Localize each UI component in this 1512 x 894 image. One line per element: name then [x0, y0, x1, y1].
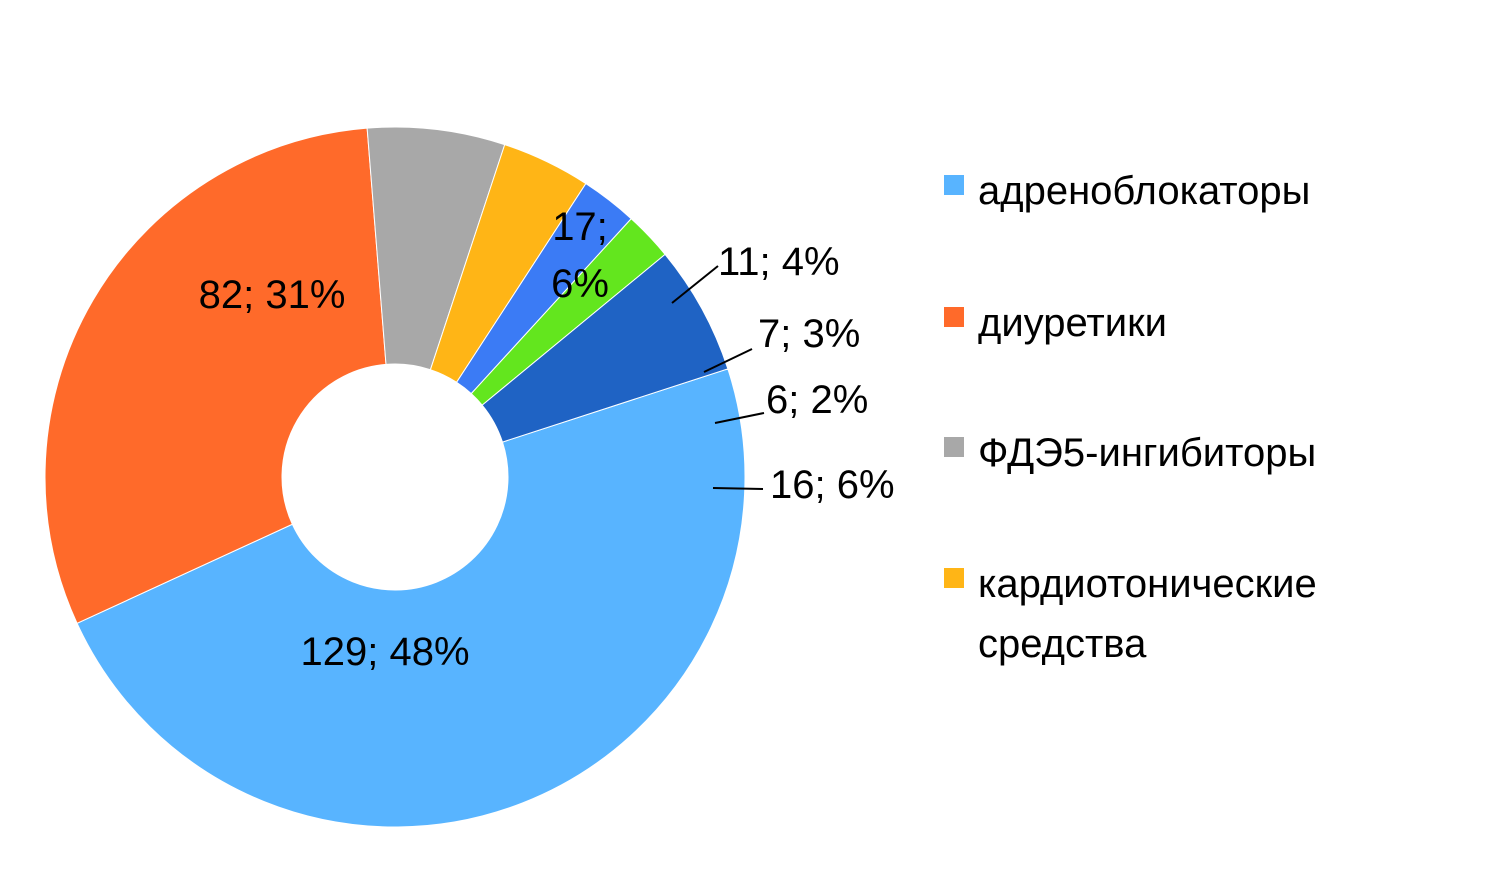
slice-7: [481, 253, 729, 443]
donut-slices: [44, 126, 746, 828]
leader-line-4: [671, 265, 719, 304]
leader-line-6: [714, 412, 765, 424]
data-label-7: 16; 6%: [770, 463, 895, 507]
slice-2: [44, 127, 387, 625]
data-label-5: 7; 3%: [758, 312, 860, 356]
legend: адреноблокаторы диуретики ФДЭ5-ингибиторы к…: [944, 169, 1317, 666]
data-label-3-line-1: 17;: [552, 205, 608, 249]
data-label-6: 6; 2%: [766, 378, 868, 422]
legend-swatch-2: [944, 307, 964, 327]
leader-line-7: [712, 487, 764, 490]
legend-swatch-1: [944, 175, 964, 195]
data-label-4: 11; 4%: [718, 240, 840, 284]
legend-label-2: диуретики: [978, 301, 1167, 345]
legend-label-4-line-2: средства: [978, 622, 1147, 666]
legend-label-4-line-1: кардиотонические: [978, 562, 1317, 606]
legend-label-3: ФДЭ5-ингибиторы: [978, 431, 1316, 475]
data-label-1: 129; 48%: [300, 630, 469, 674]
data-labels: 129; 48% 82; 31% 17; 6% 11; 4% 7; 3% 6; 2% 16; …: [199, 205, 895, 674]
data-label-2: 82; 31%: [199, 273, 346, 317]
slice-1: [76, 368, 746, 828]
legend-label-1: адреноблокаторы: [978, 169, 1310, 213]
leader-lines: [671, 265, 765, 490]
data-label-3-line-2: 6%: [551, 262, 609, 306]
legend-swatch-3: [944, 437, 964, 457]
leader-line-5: [703, 348, 753, 373]
legend-swatch-4: [944, 568, 964, 588]
